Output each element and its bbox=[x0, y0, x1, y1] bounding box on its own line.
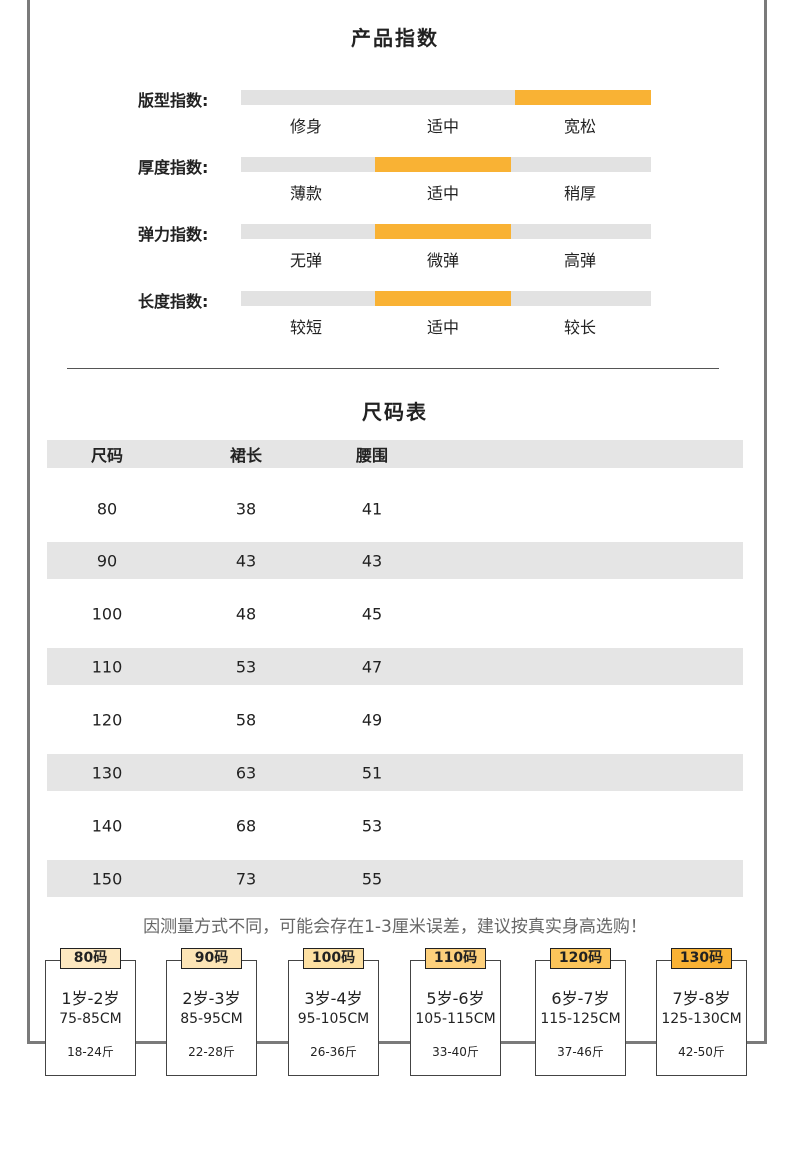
index-option: 修身 bbox=[289, 117, 322, 136]
table-cell: 140 bbox=[91, 816, 123, 835]
table-cell: 150 bbox=[91, 869, 123, 888]
table-row: 130 63 51 bbox=[47, 754, 743, 791]
weight-range: 42-50斤 bbox=[678, 1045, 725, 1059]
index-bar-fill bbox=[375, 224, 511, 239]
size-tag: 80码 bbox=[60, 948, 121, 969]
size-card: 120码 6岁-7岁 115-125CM 37-46斤 bbox=[535, 948, 626, 1076]
index-bar bbox=[241, 291, 651, 306]
product-index-title: 产品指数 bbox=[351, 26, 439, 50]
size-tag: 120码 bbox=[550, 948, 611, 969]
table-cell: 38 bbox=[235, 499, 257, 518]
table-cell: 53 bbox=[361, 816, 383, 835]
table-cell: 41 bbox=[361, 499, 383, 518]
size-card: 110码 5岁-6岁 105-115CM 33-40斤 bbox=[410, 948, 501, 1076]
size-tag: 100码 bbox=[303, 948, 364, 969]
table-cell: 130 bbox=[91, 763, 123, 782]
table-cell: 47 bbox=[361, 657, 383, 676]
size-tag: 110码 bbox=[425, 948, 486, 969]
table-row: 110 53 47 bbox=[47, 648, 743, 685]
index-label: 弹力指数: bbox=[138, 225, 209, 244]
weight-range: 37-46斤 bbox=[557, 1045, 604, 1059]
weight-range: 18-24斤 bbox=[67, 1045, 114, 1059]
age-range: 1岁-2岁 bbox=[61, 989, 120, 1008]
index-label: 厚度指数: bbox=[138, 158, 209, 177]
page-frame bbox=[27, 0, 767, 1044]
size-card: 130码 7岁-8岁 125-130CM 42-50斤 bbox=[656, 948, 747, 1076]
height-range: 125-130CM bbox=[661, 1011, 742, 1027]
index-option: 适中 bbox=[426, 318, 459, 337]
table-row: 150 73 55 bbox=[47, 860, 743, 897]
index-option: 适中 bbox=[426, 184, 459, 203]
weight-range: 33-40斤 bbox=[432, 1045, 479, 1059]
height-range: 75-85CM bbox=[59, 1011, 122, 1027]
index-option: 高弹 bbox=[563, 251, 596, 270]
weight-range: 22-28斤 bbox=[188, 1045, 235, 1059]
table-cell: 裙长 bbox=[229, 446, 262, 465]
table-cell: 55 bbox=[361, 869, 383, 888]
index-bar-fill bbox=[375, 291, 511, 306]
table-cell: 53 bbox=[235, 657, 257, 676]
index-option: 较短 bbox=[289, 318, 322, 337]
index-bar bbox=[241, 224, 651, 239]
index-bar bbox=[241, 157, 651, 172]
table-row: 140 68 53 bbox=[47, 807, 743, 844]
weight-range: 26-36斤 bbox=[310, 1045, 357, 1059]
index-option: 微弹 bbox=[426, 251, 459, 270]
table-row: 80 38 41 bbox=[47, 490, 743, 527]
table-cell: 120 bbox=[91, 710, 123, 729]
table-cell: 43 bbox=[361, 551, 383, 570]
table-cell: 尺码 bbox=[90, 446, 123, 465]
height-range: 115-125CM bbox=[540, 1011, 621, 1027]
index-option: 较长 bbox=[563, 318, 596, 337]
index-label: 版型指数: bbox=[138, 91, 209, 110]
age-range: 2岁-3岁 bbox=[182, 989, 241, 1008]
age-range: 7岁-8岁 bbox=[672, 989, 731, 1008]
table-cell: 68 bbox=[235, 816, 257, 835]
divider bbox=[67, 368, 719, 369]
index-bar-fill bbox=[375, 157, 511, 172]
index-label: 长度指数: bbox=[138, 292, 209, 311]
height-range: 105-115CM bbox=[415, 1011, 496, 1027]
table-cell: 73 bbox=[235, 869, 257, 888]
table-cell: 80 bbox=[96, 499, 118, 518]
table-cell: 腰围 bbox=[355, 446, 388, 465]
size-card: 100码 3岁-4岁 95-105CM 26-36斤 bbox=[288, 948, 379, 1076]
size-tag: 130码 bbox=[671, 948, 732, 969]
table-cell: 58 bbox=[235, 710, 257, 729]
table-cell: 48 bbox=[235, 604, 257, 623]
table-header: 尺码 裙长 腰围 bbox=[47, 440, 743, 468]
table-cell: 45 bbox=[361, 604, 383, 623]
size-table-title: 尺码表 bbox=[362, 400, 428, 424]
age-range: 3岁-4岁 bbox=[304, 989, 363, 1008]
index-option: 适中 bbox=[426, 117, 459, 136]
index-option: 宽松 bbox=[563, 117, 596, 136]
table-cell: 49 bbox=[361, 710, 383, 729]
table-row: 100 48 45 bbox=[47, 595, 743, 632]
age-range: 6岁-7岁 bbox=[551, 989, 610, 1008]
height-range: 95-105CM bbox=[297, 1011, 370, 1027]
size-card: 80码 1岁-2岁 75-85CM 18-24斤 bbox=[45, 948, 136, 1076]
size-card: 90码 2岁-3岁 85-95CM 22-28斤 bbox=[166, 948, 257, 1076]
table-row: 120 58 49 bbox=[47, 701, 743, 738]
table-row: 90 43 43 bbox=[47, 542, 743, 579]
age-range: 5岁-6岁 bbox=[426, 989, 485, 1008]
index-option: 无弹 bbox=[289, 251, 322, 270]
size-table: 尺码 裙长 腰围 80 38 41 90 43 43 100 48 45 110 53 47 120 58 49 1… bbox=[47, 440, 743, 897]
size-tag: 90码 bbox=[181, 948, 242, 969]
index-option: 薄款 bbox=[289, 184, 322, 203]
table-cell: 90 bbox=[96, 551, 118, 570]
table-cell: 43 bbox=[235, 551, 257, 570]
index-option: 稍厚 bbox=[563, 184, 596, 203]
table-cell: 100 bbox=[91, 604, 123, 623]
height-range: 85-95CM bbox=[180, 1011, 243, 1027]
table-cell: 110 bbox=[91, 657, 123, 676]
index-bar bbox=[241, 90, 651, 105]
index-bar-fill bbox=[515, 90, 651, 105]
table-cell: 63 bbox=[235, 763, 257, 782]
measurement-note: 因测量方式不同，可能会存在1-3厘米误差，建议按真实身高选购！ bbox=[143, 917, 647, 937]
table-cell: 51 bbox=[361, 763, 383, 782]
